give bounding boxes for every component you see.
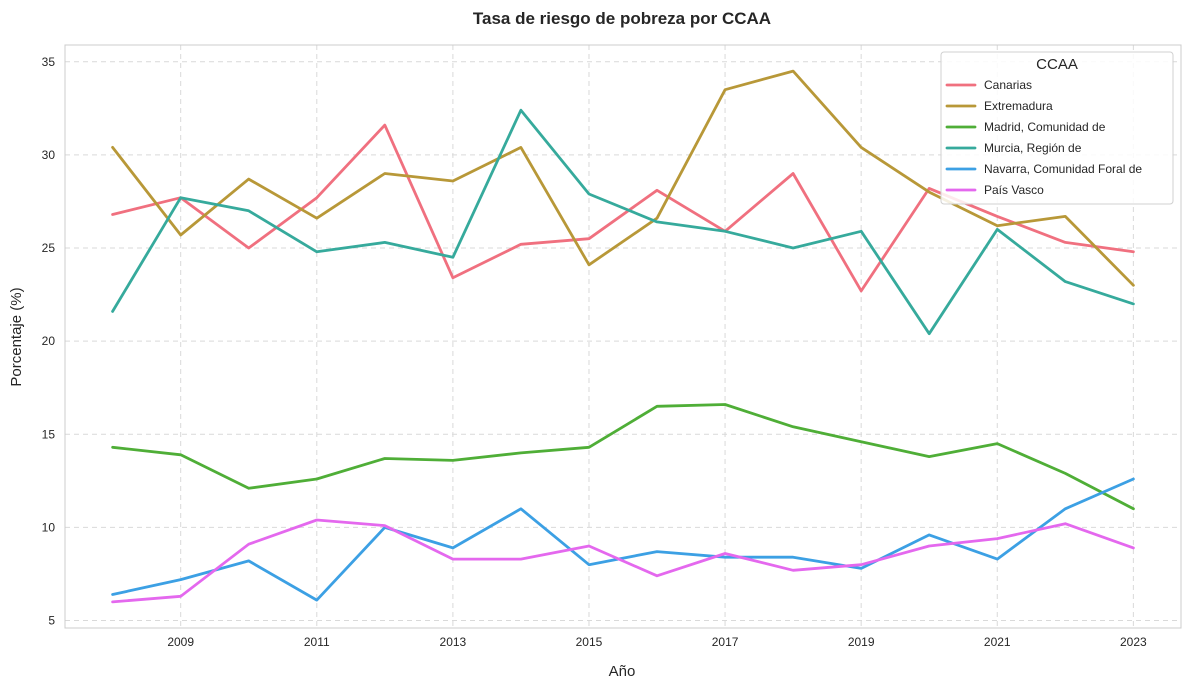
- legend-label: País Vasco: [984, 183, 1044, 197]
- x-tick-label: 2019: [848, 635, 875, 649]
- series-line-3: [111, 108, 1135, 336]
- x-tick-label: 2015: [576, 635, 603, 649]
- series-line-5: [111, 518, 1135, 604]
- series-line-1: [111, 69, 1135, 287]
- legend-label: Canarias: [984, 78, 1032, 92]
- grid: [65, 45, 1181, 628]
- legend-label: Murcia, Región de: [984, 141, 1082, 155]
- legend-title: CCAA: [1036, 56, 1078, 73]
- x-tick-label: 2009: [167, 635, 194, 649]
- plot-area: [64, 44, 1182, 629]
- y-tick-label: 5: [48, 614, 55, 628]
- legend-label: Extremadura: [984, 99, 1053, 113]
- y-tick-label: 10: [42, 520, 56, 534]
- x-tick-label: 2017: [712, 635, 739, 649]
- y-tick-label: 30: [42, 148, 56, 162]
- chart-title: Tasa de riesgo de pobreza por CCAA: [473, 9, 771, 28]
- y-tick-label: 15: [42, 427, 56, 441]
- x-tick-label: 2011: [304, 635, 330, 649]
- x-tick-label: 2023: [1120, 635, 1147, 649]
- x-tick-label: 2013: [440, 635, 467, 649]
- legend-items: Canarias Extremadura Madrid, Comunidad de M…: [945, 78, 1142, 197]
- x-axis-label: Año: [609, 663, 636, 680]
- x-axis-ticks: 2009 2011 2013 2015 2017 2019 2021 2023: [167, 635, 1147, 649]
- series-line-4: [111, 477, 1135, 602]
- legend: CCAA Canarias Extremadura Madrid, Comunida…: [940, 51, 1174, 205]
- legend-label: Madrid, Comunidad de: [984, 120, 1106, 134]
- y-tick-label: 35: [42, 55, 56, 69]
- y-axis-ticks: 5 10 15 20 25 30 35: [42, 55, 56, 628]
- y-axis-label: Porcentaje (%): [8, 287, 25, 386]
- legend-box: [940, 51, 1174, 205]
- legend-label: Navarra, Comunidad Foral de: [984, 162, 1142, 176]
- series-line-2: [111, 403, 1135, 511]
- y-tick-label: 25: [42, 241, 56, 255]
- x-tick-label: 2021: [984, 635, 1011, 649]
- series-lines: [111, 69, 1135, 604]
- y-tick-label: 20: [42, 334, 56, 348]
